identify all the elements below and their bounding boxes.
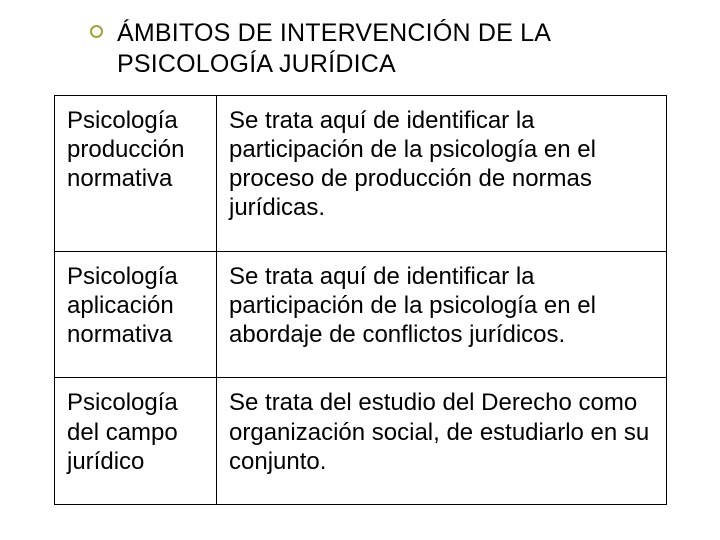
table-row: Psicología aplicación normativa Se trata… — [55, 251, 667, 378]
table-row: Psicología producción normativa Se trata… — [55, 95, 667, 251]
title-row: ÁMBITOS DE INTERVENCIÓN DE LA PSICOLOGÍA… — [90, 18, 668, 81]
table-row: Psicología del campo jurídico Se trata d… — [55, 378, 667, 505]
bullet-icon — [90, 25, 103, 38]
content-table: Psicología producción normativa Se trata… — [54, 95, 667, 506]
term-cell: Psicología aplicación normativa — [55, 251, 217, 378]
desc-cell: Se trata aquí de identificar la particip… — [217, 251, 667, 378]
desc-cell: Se trata del estudio del Derecho como or… — [217, 378, 667, 505]
slide-title: ÁMBITOS DE INTERVENCIÓN DE LA PSICOLOGÍA… — [117, 18, 668, 81]
slide: ÁMBITOS DE INTERVENCIÓN DE LA PSICOLOGÍA… — [0, 0, 720, 540]
term-cell: Psicología del campo jurídico — [55, 378, 217, 505]
term-cell: Psicología producción normativa — [55, 95, 217, 251]
desc-cell: Se trata aquí de identificar la particip… — [217, 95, 667, 251]
